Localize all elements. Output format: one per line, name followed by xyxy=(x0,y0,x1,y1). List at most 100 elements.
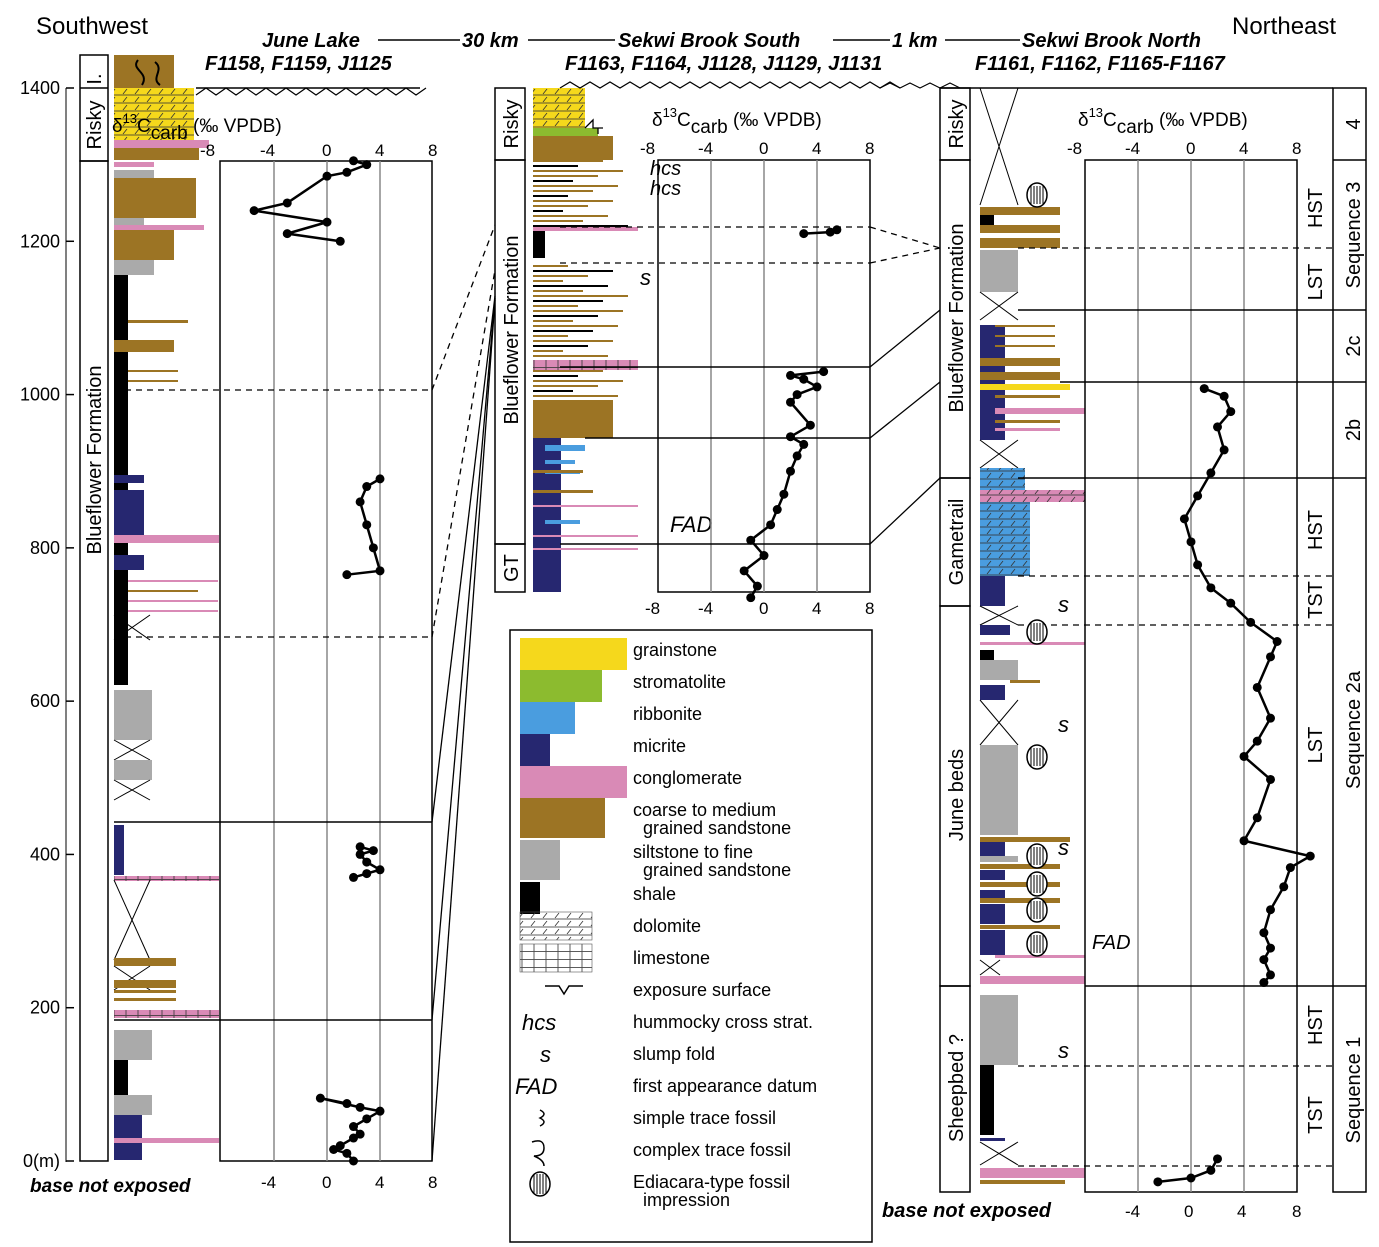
svg-text:0: 0 xyxy=(759,599,768,618)
height-tick-label-200: 200 xyxy=(30,998,60,1018)
thin-bed xyxy=(533,170,623,172)
thin-bed xyxy=(533,330,593,332)
svg-text:8: 8 xyxy=(1292,139,1301,158)
isotope-point-14 xyxy=(375,865,385,875)
svg-text:-8: -8 xyxy=(640,139,655,158)
isotope-ticks-top-1: -8 -4 0 4 8 xyxy=(200,141,437,160)
isotope-point-14 xyxy=(1252,813,1262,823)
isotope-point-16 xyxy=(355,849,365,859)
legend-item-11: hummocky cross strat. hcs xyxy=(522,1010,813,1035)
isotope-point-19 xyxy=(1252,682,1262,692)
legend-swatch xyxy=(520,702,575,734)
dolomite-swatch xyxy=(519,911,593,941)
isotope-point-1 xyxy=(752,581,762,591)
svg-text:8: 8 xyxy=(865,139,874,158)
isotope-point-15 xyxy=(1266,774,1275,784)
isotope-point-1 xyxy=(1186,1173,1196,1183)
slump-fold-label-6: s xyxy=(1058,1038,1069,1063)
isotope-point-28 xyxy=(322,217,332,227)
distance-30km: 30 km xyxy=(462,30,519,52)
hcs-label-2: hcs xyxy=(650,178,681,200)
isotope-point-17 xyxy=(368,846,378,856)
legend-label: Ediacara-type fossil xyxy=(633,1172,790,1192)
isotope-axis-label-1: δ13Ccarb (‰ VPDB) xyxy=(112,111,282,144)
isotope-point-34 xyxy=(349,156,358,166)
tst-label-2: TST xyxy=(1305,1096,1327,1134)
thin-bed xyxy=(533,300,603,302)
gt-label: GT xyxy=(501,554,523,582)
slump-fold-icon: s xyxy=(540,1042,551,1067)
thin-bed xyxy=(533,315,598,317)
distance-1km: 1 km xyxy=(892,30,938,52)
isotope-point-13 xyxy=(786,397,795,407)
thin-bed xyxy=(533,295,628,297)
svg-text:4: 4 xyxy=(375,141,384,160)
southwest-label: Southwest xyxy=(36,13,148,40)
isotope-point-21 xyxy=(368,543,378,553)
legend-item-1: stromatolite xyxy=(520,670,726,702)
height-tick-label-1200: 1200 xyxy=(20,231,60,251)
svg-text:-4: -4 xyxy=(260,141,275,160)
isotope-point-20 xyxy=(1266,652,1275,662)
thin-bed xyxy=(533,165,578,167)
isotope-point-11 xyxy=(342,1099,352,1109)
legend-label: stromatolite xyxy=(633,672,726,692)
isotope-point-27 xyxy=(282,229,292,239)
height-tick-label-1000: 1000 xyxy=(20,385,60,405)
thin-bed xyxy=(533,205,588,207)
exposure-surface-icon xyxy=(545,985,583,996)
legend-swatch xyxy=(520,638,627,670)
svg-text:0: 0 xyxy=(759,139,768,158)
isotope-point-3 xyxy=(759,551,769,561)
isotope-trend-line-0 xyxy=(742,370,824,599)
thin-bed xyxy=(533,385,598,387)
isotope-point-12 xyxy=(349,872,358,882)
june-beds-label: June beds xyxy=(946,749,968,841)
isotope-axis-label-3: δ13Ccarb (‰ VPDB) xyxy=(1078,105,1248,138)
thin-bed xyxy=(533,215,608,217)
legend-item-14: simple trace fossil xyxy=(538,1108,776,1128)
thin-bed xyxy=(533,175,598,177)
svg-text:-8: -8 xyxy=(200,141,215,160)
thin-bed xyxy=(533,305,578,307)
isotope-point-11 xyxy=(786,432,795,442)
tst-label-1: TST xyxy=(1305,581,1327,619)
blueflower-label-1: Blueflower Formation xyxy=(84,366,106,555)
thin-bed xyxy=(533,275,588,277)
height-axis: 1400 1200 1000 800 600 400 200 0(m) xyxy=(20,78,74,1171)
isotope-point-13 xyxy=(362,869,372,879)
blueflower-label-3: Blueflower Formation xyxy=(946,224,968,413)
isotope-point-6 xyxy=(772,505,782,515)
thin-bed xyxy=(533,210,563,212)
isotope-point-6 xyxy=(349,1122,358,1132)
isotope-ticks-top-3: -8 -4 0 4 8 xyxy=(1067,139,1301,158)
svg-text:4: 4 xyxy=(812,139,821,158)
height-tick-label-1400: 1400 xyxy=(20,78,60,98)
isotope-point-30 xyxy=(282,198,292,208)
slump-fold-label-3: s xyxy=(1058,592,1069,617)
isotope-point-4 xyxy=(746,535,756,545)
thin-bed xyxy=(533,340,613,342)
isotope-point-24 xyxy=(362,482,372,492)
isotope-point-24 xyxy=(1206,583,1216,593)
lst-label-2: LST xyxy=(1305,727,1327,764)
svg-text:0: 0 xyxy=(1186,139,1195,158)
hcs-label-1: hcs xyxy=(650,158,681,180)
legend-item-9: limestone xyxy=(519,943,710,973)
isotope-point-14 xyxy=(792,390,802,400)
isotope-point-18 xyxy=(355,842,365,852)
isotope-point-29 xyxy=(1206,468,1216,478)
svg-text:4: 4 xyxy=(1239,139,1248,158)
thin-bed xyxy=(533,225,628,227)
legend-label: limestone xyxy=(633,948,710,968)
isotope-point-4 xyxy=(1259,978,1269,988)
hst-label-1: HST xyxy=(1305,188,1327,228)
svg-text:0: 0 xyxy=(322,1173,331,1192)
isotope-point-25 xyxy=(375,474,385,484)
isotope-point-16 xyxy=(1239,751,1249,761)
isotope-point-34 xyxy=(1199,384,1209,394)
thin-bed xyxy=(533,265,568,267)
sekwi-south-column: Risky Blueflower Formation GT hcs hcs s … xyxy=(494,87,871,603)
thin-bed xyxy=(533,325,618,327)
